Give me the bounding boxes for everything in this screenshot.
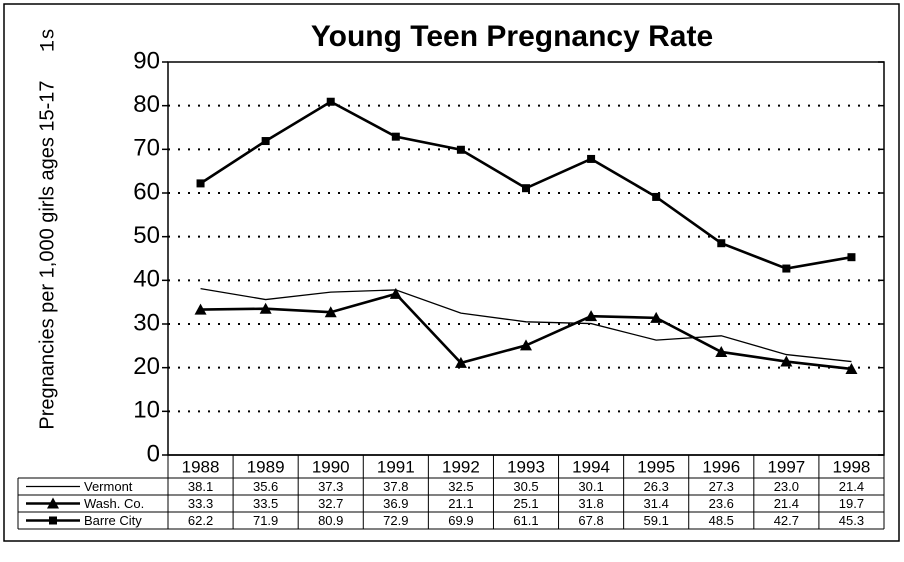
marker [196, 179, 205, 188]
marker [259, 302, 272, 314]
y-tick-label: 10 [133, 397, 160, 424]
marker [587, 154, 596, 163]
table-value: 21.4 [774, 496, 799, 511]
table-value: 67.8 [578, 513, 603, 528]
y-tick-label: 60 [133, 178, 160, 205]
marker [715, 345, 728, 357]
marker [389, 287, 402, 299]
x-tick-label: 1997 [767, 457, 805, 476]
x-tick-label: 1990 [312, 457, 350, 476]
chart-title: Young Teen Pregnancy Rate [311, 20, 713, 53]
table-value: 33.5 [253, 496, 278, 511]
table-value: 30.5 [513, 479, 538, 494]
marker [261, 137, 270, 146]
marker [782, 264, 791, 273]
marker [650, 311, 663, 323]
x-tick-label: 1992 [442, 457, 480, 476]
table-value: 32.5 [448, 479, 473, 494]
table-value: 42.7 [774, 513, 799, 528]
table-value: 59.1 [644, 513, 669, 528]
y-tick-label: 30 [133, 309, 160, 336]
table-value: 45.3 [839, 513, 864, 528]
marker [652, 192, 661, 201]
table-value: 36.9 [383, 496, 408, 511]
legend-label: Barre City [84, 513, 142, 528]
y-tick-label: 70 [133, 135, 160, 162]
table-value: 32.7 [318, 496, 343, 511]
table-value: 26.3 [644, 479, 669, 494]
table-value: 25.1 [513, 496, 538, 511]
table-value: 72.9 [383, 513, 408, 528]
x-tick-label: 1998 [833, 457, 871, 476]
series-line [200, 287, 852, 363]
table-value: 31.4 [644, 496, 669, 511]
table-value: 23.0 [774, 479, 799, 494]
marker [520, 339, 532, 351]
y-tick-label: 40 [133, 266, 160, 293]
x-tick-label: 1991 [377, 457, 415, 476]
marker [324, 306, 337, 318]
marker [845, 362, 858, 374]
x-tick-label: 1994 [572, 457, 610, 476]
table-value: 80.9 [318, 513, 343, 528]
x-tick-label: 1989 [247, 457, 285, 476]
frame [3, 3, 900, 542]
table-value: 71.9 [253, 513, 278, 528]
table-value: 37.8 [383, 479, 408, 494]
marker [717, 239, 726, 248]
marker [454, 356, 467, 368]
table-value: 48.5 [709, 513, 734, 528]
marker [391, 132, 400, 141]
y-tick-label: 0 [147, 440, 160, 467]
table-value: 27.3 [709, 479, 734, 494]
annotation: 1s [37, 28, 60, 52]
table-value: 69.9 [448, 513, 473, 528]
marker [780, 355, 793, 367]
y-axis-label: Pregnancies per 1,000 girls ages 15-17 [36, 80, 58, 429]
table-value: 23.6 [709, 496, 734, 511]
table-value: 21.4 [839, 479, 864, 494]
table-value: 61.1 [513, 513, 538, 528]
table-value: 35.6 [253, 479, 278, 494]
y-tick-label: 20 [133, 353, 160, 380]
table-value: 38.1 [188, 479, 213, 494]
x-tick-label: 1996 [702, 457, 740, 476]
x-tick-label: 1995 [637, 457, 675, 476]
series-line [200, 292, 852, 371]
table-value: 33.3 [188, 496, 213, 511]
table-value: 37.3 [318, 479, 343, 494]
legend-marker [47, 497, 59, 509]
table-value: 31.8 [578, 496, 603, 511]
table-value: 19.7 [839, 496, 864, 511]
y-tick-label: 50 [133, 222, 160, 249]
x-tick-label: 1988 [182, 457, 220, 476]
y-tick-label: 80 [133, 91, 160, 118]
marker [585, 310, 598, 322]
table-value: 62.2 [188, 513, 213, 528]
marker [456, 145, 465, 154]
x-tick-label: 1993 [507, 457, 545, 476]
marker [522, 184, 530, 193]
legend-label: Vermont [84, 479, 133, 494]
table-value: 21.1 [448, 496, 473, 511]
legend-label: Wash. Co. [84, 496, 144, 511]
legend-marker [49, 516, 57, 525]
plot-area [167, 61, 885, 456]
table-value: 30.1 [578, 479, 603, 494]
marker [194, 303, 207, 315]
marker [326, 97, 335, 106]
y-tick-label: 90 [133, 47, 160, 74]
marker [847, 253, 856, 262]
